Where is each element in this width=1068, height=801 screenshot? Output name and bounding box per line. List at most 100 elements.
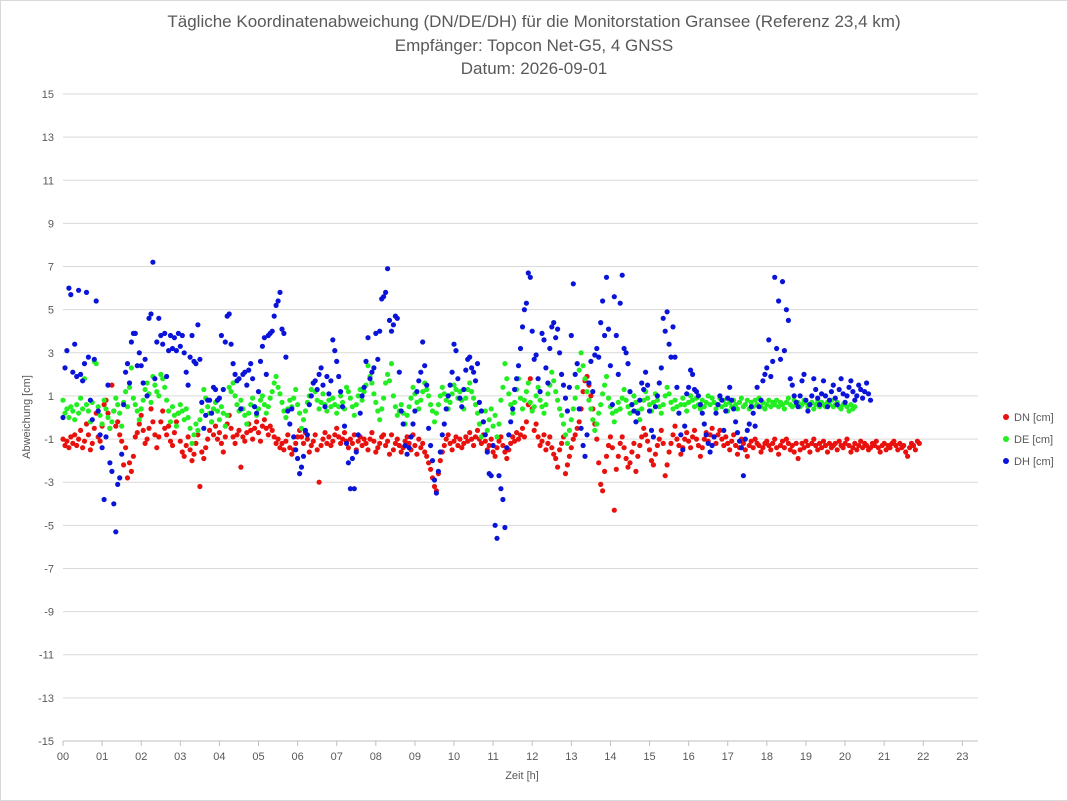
data-point [690,371,696,377]
data-point [574,425,580,431]
data-point [504,376,510,382]
data-point [312,378,318,384]
data-point [81,438,88,444]
data-point [330,395,336,401]
data-point [383,289,389,295]
data-point [449,369,455,375]
data-point [388,361,395,367]
data-point [508,419,514,425]
legend: DN [cm] DE [cm] DH [cm] [1003,412,1054,468]
data-point [156,393,162,399]
data-point [494,434,500,440]
data-point [179,449,185,455]
data-point [74,373,80,380]
data-point [371,438,377,444]
data-point [662,393,668,399]
data-point [148,399,154,405]
data-point [472,402,479,408]
data-point [226,384,232,390]
data-point [580,389,586,395]
data-point [693,436,700,442]
data-point [414,389,420,395]
data-point [189,458,195,464]
data-point [602,382,608,388]
data-point [733,442,739,449]
data-point [345,389,351,395]
data-point [199,449,205,455]
data-point [287,421,293,427]
data-point [766,397,772,403]
data-point [87,397,93,403]
data-point [592,352,598,358]
data-point [602,332,608,339]
data-point [725,440,731,446]
data-point [103,434,109,440]
data-point [684,391,690,397]
data-point [752,436,758,442]
data-point [609,445,616,451]
data-point [514,376,520,382]
data-point [119,438,125,444]
data-point [748,399,754,405]
data-point [418,397,424,403]
data-point [457,395,463,401]
data-point [78,395,84,401]
data-point [738,445,745,451]
data-point [371,365,377,371]
data-point [713,410,719,416]
data-point [138,406,144,412]
data-point [93,298,99,304]
data-point [488,473,494,479]
data-point [275,298,281,304]
data-point [396,442,402,449]
data-point [169,442,176,449]
data-point [488,436,494,442]
data-point [586,380,592,386]
data-point [600,298,606,304]
data-point [351,432,357,438]
data-point [189,332,195,339]
data-point [555,464,561,470]
data-point [830,382,836,388]
data-point [314,397,320,403]
data-point [201,455,207,462]
data-point [547,434,553,440]
data-point [713,440,719,446]
data-point [183,369,189,375]
data-point [736,399,743,405]
data-point [553,455,559,462]
x-tick-label: 07 [331,751,343,763]
data-point [482,432,488,438]
data-point [807,449,813,455]
data-point [424,386,430,393]
data-point [238,464,244,470]
data-point [633,419,639,425]
x-tick-label: 12 [526,751,538,763]
data-point [645,438,651,444]
data-point [171,412,177,418]
data-point [433,490,439,496]
data-point [744,397,750,403]
data-point [846,442,852,449]
data-point [641,386,647,393]
data-point [293,440,299,446]
data-point [666,391,672,397]
data-point [385,438,391,444]
data-point [66,445,72,451]
data-point [666,449,672,455]
data-point [140,427,146,433]
data-point [537,389,543,395]
data-point [660,440,666,446]
data-point [334,410,340,416]
data-point [111,408,117,414]
data-point [496,421,502,427]
data-point [68,434,74,440]
data-point [279,326,285,332]
data-point [164,432,170,438]
data-point [220,449,226,455]
data-point [101,402,107,408]
data-point [101,397,107,403]
data-point [230,434,236,440]
data-point [615,453,621,459]
data-point [78,371,84,377]
